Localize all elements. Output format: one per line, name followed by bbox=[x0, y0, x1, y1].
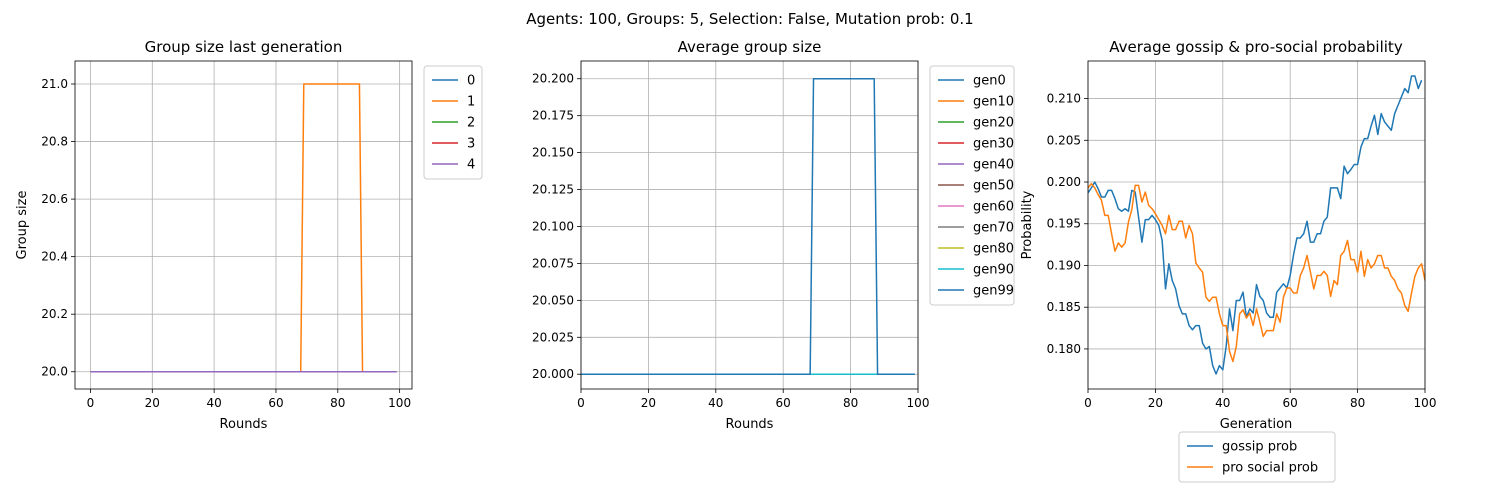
x-tick-label: 20 bbox=[641, 396, 656, 410]
legend-entry: gen20 bbox=[973, 116, 1014, 131]
x-tick-label: 80 bbox=[843, 396, 858, 410]
legend-entry: 0 bbox=[467, 74, 475, 89]
y-tick-label: 0.185 bbox=[1047, 300, 1081, 314]
series-line-pro-social-prob bbox=[1088, 182, 1425, 363]
y-tick-label: 20.150 bbox=[532, 146, 574, 160]
legend-entry: 3 bbox=[467, 137, 475, 152]
legend-entry: gen80 bbox=[973, 242, 1014, 257]
legend-entry: gen0 bbox=[973, 74, 1006, 89]
y-tick-label: 20.4 bbox=[41, 250, 68, 264]
legend-entry: gen40 bbox=[973, 158, 1014, 173]
legend-entry: gossip prob bbox=[1222, 440, 1297, 455]
y-tick-label: 20.6 bbox=[41, 192, 68, 206]
y-tick-label: 20.175 bbox=[532, 109, 574, 123]
axes-frame bbox=[1087, 60, 1426, 390]
chart-title: Group size last generation bbox=[145, 38, 343, 56]
y-axis-label: Probability bbox=[1020, 190, 1035, 259]
x-tick-label: 40 bbox=[206, 396, 221, 410]
grid bbox=[1087, 61, 1426, 389]
legend-entry: 1 bbox=[467, 95, 475, 110]
legend-entry: gen60 bbox=[973, 200, 1014, 215]
series-group bbox=[90, 83, 397, 373]
chart-group-size-last-generation: Group size last generation Rounds Group … bbox=[15, 38, 483, 432]
x-tick-label: 40 bbox=[708, 396, 723, 410]
x-tick-label: 80 bbox=[1350, 396, 1365, 410]
legend: gen0 gen10 gen20 gen30 gen40 gen50 gen60 gen70 g… bbox=[929, 65, 1015, 306]
y-tick-label: 20.100 bbox=[532, 219, 574, 233]
x-tick-label: 60 bbox=[1283, 396, 1298, 410]
legend-entry: gen50 bbox=[973, 179, 1014, 194]
legend-entry: 4 bbox=[467, 158, 475, 173]
figure-suptitle: Agents: 100, Groups: 5, Selection: False… bbox=[526, 10, 973, 28]
chart-title: Average group size bbox=[678, 38, 822, 56]
x-axis-label: Rounds bbox=[220, 417, 268, 432]
legend: 0 1 2 3 4 bbox=[423, 65, 483, 180]
y-axis-label: Group size bbox=[15, 191, 30, 260]
axes-frame bbox=[580, 60, 919, 390]
y-tick-label: 20.025 bbox=[532, 330, 574, 344]
x-axis-label: Generation bbox=[1220, 417, 1293, 432]
y-tick-label: 0.200 bbox=[1047, 175, 1081, 189]
series-line-1 bbox=[90, 83, 397, 373]
series-line-gen99 bbox=[581, 77, 915, 375]
x-tick-label: 100 bbox=[1414, 396, 1437, 410]
y-tick-label: 0.205 bbox=[1047, 133, 1081, 147]
x-tick-label: 0 bbox=[87, 396, 95, 410]
y-tick-label: 20.050 bbox=[532, 293, 574, 307]
x-tick-label: 60 bbox=[776, 396, 791, 410]
x-tick-label: 20 bbox=[1148, 396, 1163, 410]
y-tick-label: 20.2 bbox=[41, 307, 68, 321]
y-tick-label: 0.190 bbox=[1047, 258, 1081, 272]
x-tick-label: 0 bbox=[577, 396, 585, 410]
series-group bbox=[581, 77, 915, 375]
grid bbox=[75, 61, 412, 389]
y-tick-label: 21.0 bbox=[41, 77, 68, 91]
x-tick-label: 80 bbox=[330, 396, 345, 410]
y-tick-label: 20.000 bbox=[532, 367, 574, 381]
legend-entry: gen90 bbox=[973, 263, 1014, 278]
x-tick-label: 40 bbox=[1215, 396, 1230, 410]
x-tick-label: 60 bbox=[268, 396, 283, 410]
y-tick-label: 0.210 bbox=[1047, 92, 1081, 106]
legend-frame bbox=[929, 65, 1015, 306]
grid bbox=[580, 61, 919, 389]
y-tick-label: 20.0 bbox=[41, 365, 68, 379]
y-tick-label: 20.075 bbox=[532, 256, 574, 270]
y-tick-label: 20.8 bbox=[41, 135, 68, 149]
legend-entry: pro social prob bbox=[1222, 461, 1318, 476]
legend: gossip prob pro social prob bbox=[1178, 431, 1336, 483]
x-tick-label: 20 bbox=[145, 396, 160, 410]
x-tick-label: 100 bbox=[907, 396, 930, 410]
series-line-gossip-prob bbox=[1088, 75, 1423, 375]
chart-average-group-size: Average group size Rounds 0 20 40 60 80 100 20… bbox=[532, 38, 1015, 432]
y-tick-label: 20.200 bbox=[532, 72, 574, 86]
legend-entry: 2 bbox=[467, 116, 475, 131]
axes-frame bbox=[74, 60, 413, 390]
x-tick-label: 0 bbox=[1084, 396, 1092, 410]
chart-title: Average gossip & pro-social probability bbox=[1109, 38, 1403, 56]
chart-average-gossip-pro-social-probability: Average gossip & pro-social probability … bbox=[1020, 38, 1437, 483]
legend-entry: gen30 bbox=[973, 137, 1014, 152]
legend-entry: gen99 bbox=[973, 284, 1014, 299]
x-axis-label: Rounds bbox=[726, 417, 774, 432]
x-tick-label: 100 bbox=[388, 396, 411, 410]
legend-entry: gen10 bbox=[973, 95, 1014, 110]
legend-frame bbox=[1178, 431, 1336, 483]
legend-entry: gen70 bbox=[973, 221, 1014, 236]
y-tick-label: 20.125 bbox=[532, 183, 574, 197]
y-tick-label: 0.180 bbox=[1047, 342, 1081, 356]
y-tick-label: 0.195 bbox=[1047, 217, 1081, 231]
series-group bbox=[1088, 75, 1425, 375]
